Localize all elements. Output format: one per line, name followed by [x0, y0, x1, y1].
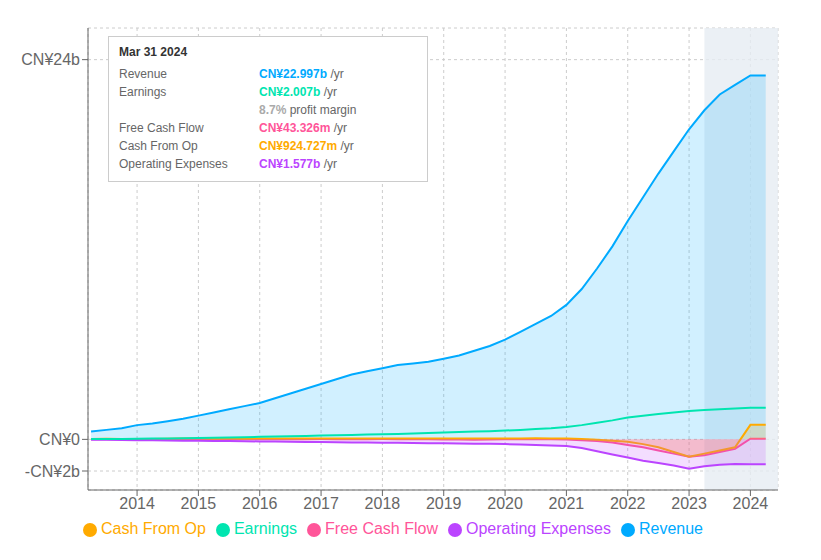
- svg-text:CN¥24b: CN¥24b: [21, 51, 80, 68]
- html-text:Cash From Op: Cash From Op: [101, 520, 206, 537]
- html-text:CN¥2.007b /yr: CN¥2.007b /yr: [259, 85, 337, 99]
- svg-text:2017: 2017: [303, 495, 339, 512]
- html-text:CN¥924.727m /yr: CN¥924.727m /yr: [259, 139, 354, 153]
- svg-text:2024: 2024: [733, 495, 769, 512]
- svg-text:2016: 2016: [242, 495, 278, 512]
- svg-text:2018: 2018: [365, 495, 401, 512]
- svg-text:CN¥0: CN¥0: [39, 431, 80, 448]
- html-text:Revenue: Revenue: [119, 67, 167, 81]
- html-text:Earnings: Earnings: [233, 520, 298, 537]
- html-text:Free Cash Flow: Free Cash Flow: [119, 121, 204, 135]
- svg-text:2015: 2015: [181, 495, 217, 512]
- svg-text:-CN¥2b: -CN¥2b: [25, 463, 80, 480]
- html-text:Earnings: Earnings: [119, 85, 167, 99]
- svg-text:2022: 2022: [610, 495, 646, 512]
- html-text:CN¥43.326m /yr: CN¥43.326m /yr: [259, 121, 348, 135]
- html-text:CN¥22.997b /yr: CN¥22.997b /yr: [259, 67, 344, 81]
- svg-text:2020: 2020: [487, 495, 523, 512]
- html-text:CN¥1.577b /yr: CN¥1.577b /yr: [259, 157, 337, 171]
- html-text:Operating Expenses: Operating Expenses: [466, 520, 611, 537]
- svg-text:2014: 2014: [119, 495, 155, 512]
- html-text:Cash From Op: Cash From Op: [119, 139, 198, 153]
- html-text:8.7% profit margin: 8.7% profit margin: [259, 103, 357, 117]
- html-text:Operating Expenses: Operating Expenses: [119, 157, 228, 171]
- svg-text:2021: 2021: [549, 495, 585, 512]
- svg-text:2023: 2023: [671, 495, 707, 512]
- svg-text:2019: 2019: [426, 495, 462, 512]
- html-text:Mar 31 2024: Mar 31 2024: [119, 45, 188, 59]
- html-text:Free Cash Flow: Free Cash Flow: [325, 520, 438, 537]
- html-text:Revenue: Revenue: [639, 520, 703, 537]
